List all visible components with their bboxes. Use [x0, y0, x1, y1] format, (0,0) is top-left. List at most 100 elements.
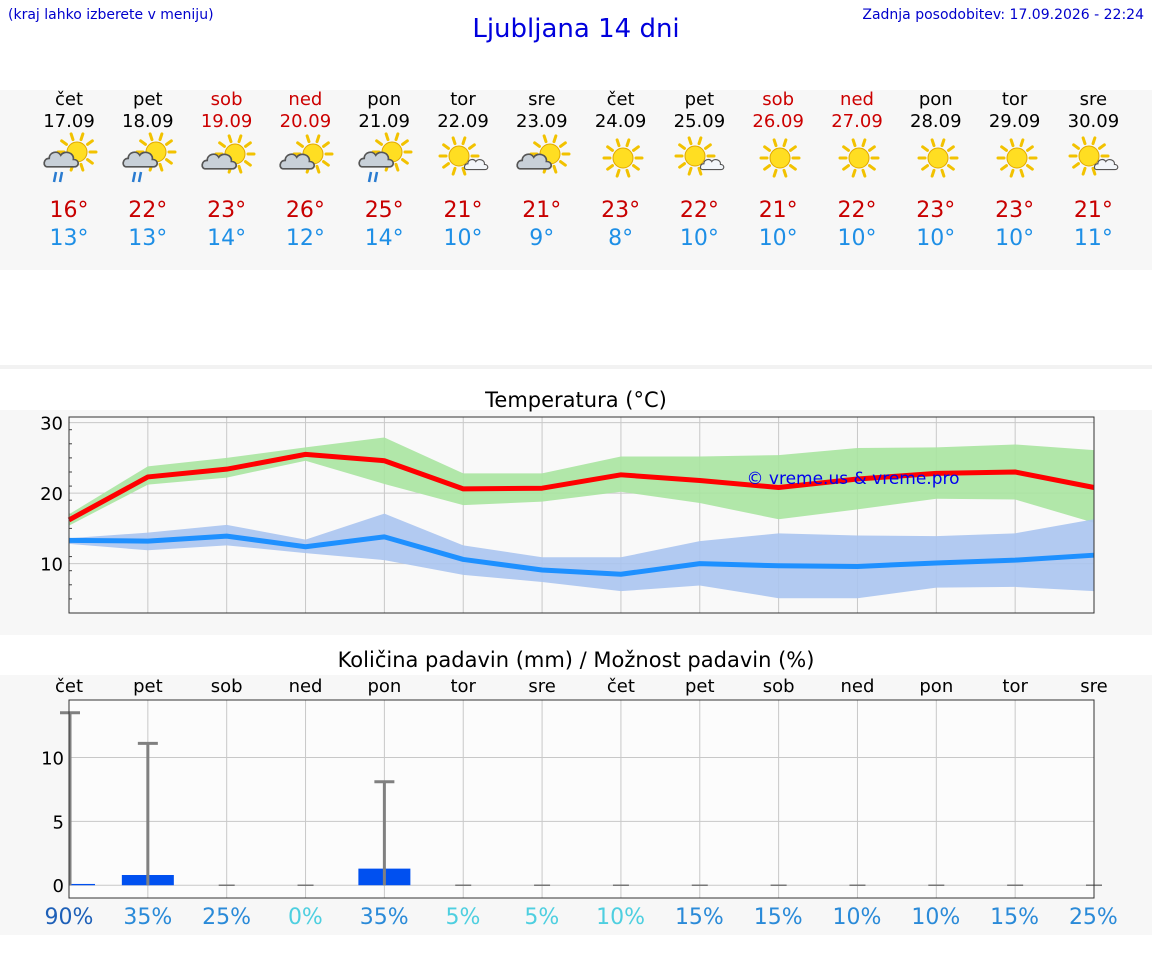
precip-probability: 35% — [359, 905, 409, 930]
day-temperatures: 22° 10° — [817, 197, 897, 253]
day-column: čet 17.09 — [29, 89, 109, 133]
x-day-label: ned — [841, 676, 875, 697]
day-temperatures: 16° 13° — [29, 197, 109, 253]
day-column: sre 30.09 — [1053, 89, 1133, 133]
watermark: © vreme.us & vreme.pro — [746, 469, 959, 489]
day-name: pet — [684, 89, 715, 110]
precip-probability: 15% — [674, 905, 724, 930]
precip-probability: 90% — [44, 905, 94, 930]
precip-probability: 10% — [832, 905, 882, 930]
x-day-label: pet — [133, 676, 163, 697]
day-column: pon 21.09 — [344, 89, 424, 133]
day-date: 23.09 — [516, 111, 568, 132]
day-date: 28.09 — [910, 111, 962, 132]
section-divider — [0, 365, 1152, 369]
temp-min: 9° — [529, 226, 555, 251]
temp-max: 21° — [758, 198, 798, 223]
day-temperatures: 21° 10° — [738, 197, 818, 253]
sun-small-cloud-icon — [674, 136, 725, 176]
temp-max: 23° — [207, 198, 247, 223]
day-date: 29.09 — [988, 111, 1041, 132]
temp-min: 14° — [207, 226, 247, 251]
precip-probability: 35% — [123, 905, 173, 930]
day-column: sob 26.09 — [738, 89, 818, 133]
temp-max: 23° — [601, 198, 641, 223]
sun-icon — [602, 138, 644, 178]
day-column: pon 28.09 — [896, 89, 976, 133]
precip-probability: 10% — [911, 905, 961, 930]
temp-min: 12° — [285, 226, 325, 251]
day-temperatures: 25° 14° — [344, 197, 424, 253]
day-temperatures: 23° 10° — [975, 197, 1055, 253]
precip-probability: 25% — [1068, 905, 1118, 930]
day-column: ned 20.09 — [265, 89, 345, 133]
sun-cloud-rain-icon — [122, 132, 177, 183]
day-name: pon — [918, 89, 953, 110]
y-tick-label: 10 — [40, 555, 63, 576]
day-date: 30.09 — [1067, 111, 1120, 132]
day-name: sob — [210, 89, 243, 110]
temp-max: 22° — [679, 198, 719, 223]
temp-max: 21° — [522, 198, 562, 223]
x-day-label: ned — [289, 676, 323, 697]
sun-cloud-icon — [200, 134, 256, 174]
day-date: 26.09 — [752, 111, 804, 132]
day-name: ned — [288, 89, 323, 110]
day-column: čet 24.09 — [581, 89, 661, 133]
precip-probability: 5% — [524, 905, 560, 930]
last-updated: Zadnja posodobitev: 17.09.2026 - 22:24 — [862, 7, 1144, 23]
x-day-label: sre — [1080, 676, 1107, 697]
precip-probability: 15% — [990, 905, 1040, 930]
sun-icon — [759, 138, 801, 178]
temp-min: 8° — [608, 226, 634, 251]
sun-icon — [917, 138, 959, 178]
x-day-label: tor — [450, 676, 476, 697]
x-day-label: pet — [685, 676, 715, 697]
day-temperatures: 22° 13° — [108, 197, 188, 253]
temp-max: 25° — [364, 198, 404, 223]
temperature-chart-title: Temperatura (°C) — [485, 388, 667, 412]
temp-min-line — [68, 533, 1095, 577]
day-temperatures: 21° 10° — [423, 197, 503, 253]
day-date: 20.09 — [279, 111, 332, 132]
y-tick-label: 30 — [40, 414, 63, 435]
precipitation-chart: 0 5 10 čet pet sob ned pon tor sre čet pet sob ned pon… — [41, 676, 1108, 899]
x-day-label: sob — [211, 676, 243, 697]
day-name: tor — [450, 89, 476, 110]
day-date: 27.09 — [831, 111, 883, 132]
day-name: sre — [528, 89, 556, 110]
temp-max: 21° — [443, 198, 483, 223]
day-name: čet — [54, 89, 84, 110]
precip-probability: 5% — [445, 905, 481, 930]
plot-frame — [68, 699, 1095, 899]
temp-max: 21° — [1073, 198, 1113, 223]
day-date: 25.09 — [673, 111, 726, 132]
day-name: čet — [606, 89, 635, 110]
x-day-label: pon — [919, 676, 953, 697]
day-date: 17.09 — [43, 111, 95, 132]
precip-probability: 10% — [596, 905, 646, 930]
day-column: sre 23.09 — [502, 89, 582, 133]
x-day-label: čet — [607, 676, 635, 697]
day-temperatures: 23° 14° — [187, 197, 267, 253]
day-column: tor 22.09 — [423, 89, 503, 133]
y-tick-label: 0 — [53, 876, 64, 897]
y-tick-label: 10 — [41, 748, 64, 769]
temp-max: 22° — [837, 198, 877, 223]
temp-max: 23° — [995, 198, 1035, 223]
day-column: pet 25.09 — [659, 89, 739, 133]
y-tick-label: 20 — [40, 484, 63, 505]
day-name: ned — [840, 89, 874, 110]
temp-max: 22° — [128, 198, 168, 223]
sun-small-cloud-icon — [1068, 136, 1119, 176]
precip-probability: 0% — [287, 905, 323, 930]
temp-max: 16° — [49, 198, 89, 223]
day-column: tor 29.09 — [975, 89, 1055, 133]
sun-cloud-rain-icon — [43, 132, 98, 183]
location-menu-hint: (kraj lahko izberete v meniju) — [8, 7, 214, 23]
day-date: 19.09 — [200, 111, 253, 132]
precip-probability: 15% — [753, 905, 803, 930]
temp-min: 10° — [758, 226, 798, 251]
day-temperatures: 21° 11° — [1053, 197, 1133, 253]
day-temperatures: 21° 9° — [502, 197, 582, 253]
